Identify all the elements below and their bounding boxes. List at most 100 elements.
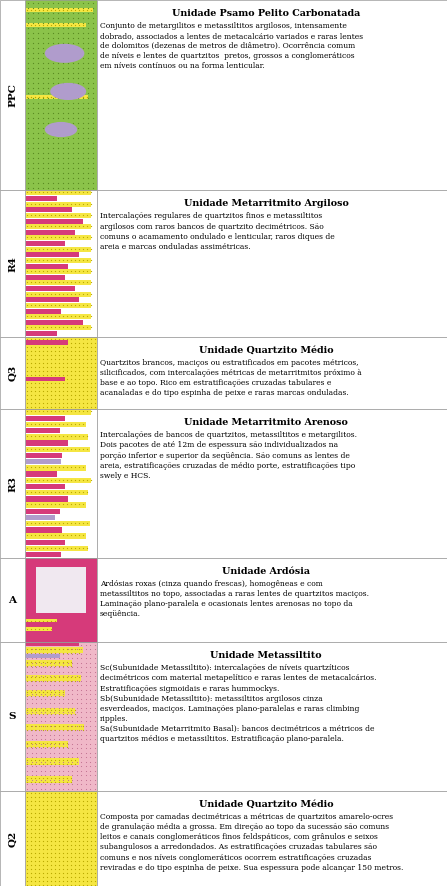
Bar — [25, 521, 90, 526]
Bar — [25, 219, 83, 223]
Text: Unidade Quartzito Médio: Unidade Quartzito Médio — [198, 346, 333, 354]
Bar — [0, 642, 25, 791]
Bar — [25, 331, 57, 336]
Bar — [25, 724, 84, 730]
Text: Unidade Quartzito Médio: Unidade Quartzito Médio — [198, 800, 333, 809]
Bar — [25, 558, 97, 642]
Bar — [25, 708, 76, 714]
Text: Unidade Ardósia: Unidade Ardósia — [222, 567, 310, 576]
Text: A: A — [8, 595, 17, 605]
Bar — [0, 0, 25, 190]
Text: Unidade Psamo Pelito Carbonatada: Unidade Psamo Pelito Carbonatada — [172, 9, 360, 18]
Ellipse shape — [45, 43, 84, 63]
Bar — [25, 241, 65, 246]
Bar — [25, 236, 91, 240]
Text: Conjunto de metargilitos e metassiltitos argilosos, intensamente
dobrado, associ: Conjunto de metargilitos e metassiltitos… — [100, 22, 363, 70]
Bar — [25, 190, 97, 337]
Bar — [25, 281, 91, 285]
Bar — [25, 229, 76, 235]
Bar — [25, 791, 97, 886]
Bar — [25, 269, 91, 274]
Bar — [25, 447, 90, 452]
Bar — [97, 0, 447, 190]
Bar — [25, 253, 79, 257]
Bar — [25, 484, 65, 489]
Bar — [97, 642, 447, 791]
Bar — [25, 303, 91, 308]
Bar — [25, 496, 68, 501]
Bar — [0, 190, 25, 337]
Bar — [25, 308, 61, 314]
Bar — [0, 409, 25, 558]
Bar — [25, 465, 86, 470]
Bar — [25, 627, 52, 631]
Text: Composta por camadas decimétricas a métricas de quartzitos amarelo-ocres
de gran: Composta por camadas decimétricas a métr… — [100, 813, 403, 872]
Bar — [25, 434, 89, 439]
Bar — [25, 758, 79, 765]
Bar — [0, 558, 25, 642]
Bar — [25, 675, 81, 681]
Text: R3: R3 — [8, 476, 17, 492]
Bar — [25, 409, 97, 558]
Bar — [25, 509, 59, 514]
Text: Ardósias roxas (cinza quando frescas), homogêneas e com
metassiltitos no topo, a: Ardósias roxas (cinza quando frescas), h… — [100, 580, 369, 618]
Bar — [25, 0, 97, 190]
Bar — [25, 660, 72, 666]
Bar — [25, 776, 72, 782]
Text: Intercalações regulares de quartzitos finos e metassiltitos
argilosos com raros : Intercalações regulares de quartzitos fi… — [100, 213, 335, 251]
Ellipse shape — [45, 122, 77, 137]
Text: Sc(Subunidade Metassiltito): intercalações de níveis quartzíticos
decimétricos c: Sc(Subunidade Metassiltito): intercalaçõ… — [100, 664, 376, 743]
Bar — [25, 422, 86, 427]
Bar — [36, 567, 86, 613]
Bar — [25, 275, 65, 280]
Bar — [25, 325, 91, 330]
Bar — [25, 409, 91, 415]
Bar — [25, 527, 63, 532]
Bar — [25, 246, 91, 252]
Bar — [25, 416, 65, 421]
Bar — [25, 8, 93, 12]
Bar — [25, 540, 65, 545]
Text: Intercalações de bancos de quartzitos, metassiltitos e metargilitos.
Dois pacote: Intercalações de bancos de quartzitos, m… — [100, 431, 357, 479]
Bar — [25, 618, 57, 622]
Bar — [25, 546, 89, 551]
Bar — [25, 791, 97, 886]
Bar — [25, 471, 57, 477]
Bar — [25, 340, 68, 345]
Bar — [25, 642, 97, 791]
Text: PPC: PPC — [8, 83, 17, 107]
Bar — [25, 654, 59, 658]
Bar — [25, 337, 97, 409]
Text: Q2: Q2 — [8, 830, 17, 847]
Bar — [25, 647, 83, 653]
Bar — [97, 558, 447, 642]
Bar — [25, 440, 68, 446]
Text: Unidade Metarritmito Arenoso: Unidade Metarritmito Arenoso — [184, 418, 348, 427]
Bar — [97, 190, 447, 337]
Bar — [25, 552, 61, 557]
Bar — [25, 453, 63, 458]
Bar — [25, 196, 57, 201]
Bar — [97, 337, 447, 409]
Bar — [97, 791, 447, 886]
Bar — [25, 190, 91, 196]
Bar — [25, 264, 68, 268]
Bar — [25, 337, 97, 409]
Text: S: S — [9, 712, 16, 721]
Bar — [25, 96, 89, 99]
Bar — [25, 190, 97, 337]
Text: Q3: Q3 — [8, 365, 17, 381]
Text: Quartzitos brancos, maciços ou estratificados em pacotes métricos,
silicificados: Quartzitos brancos, maciços ou estratifi… — [100, 359, 362, 397]
Bar — [25, 258, 91, 263]
Bar — [25, 502, 86, 508]
Text: Unidade Metassiltito: Unidade Metassiltito — [210, 651, 322, 660]
Bar — [25, 490, 89, 495]
Bar — [25, 224, 91, 229]
Bar — [25, 23, 86, 27]
Bar — [25, 377, 65, 381]
Bar — [25, 515, 55, 520]
Bar — [25, 0, 97, 190]
Bar — [25, 533, 86, 539]
Bar — [25, 291, 91, 297]
Bar — [25, 567, 36, 613]
